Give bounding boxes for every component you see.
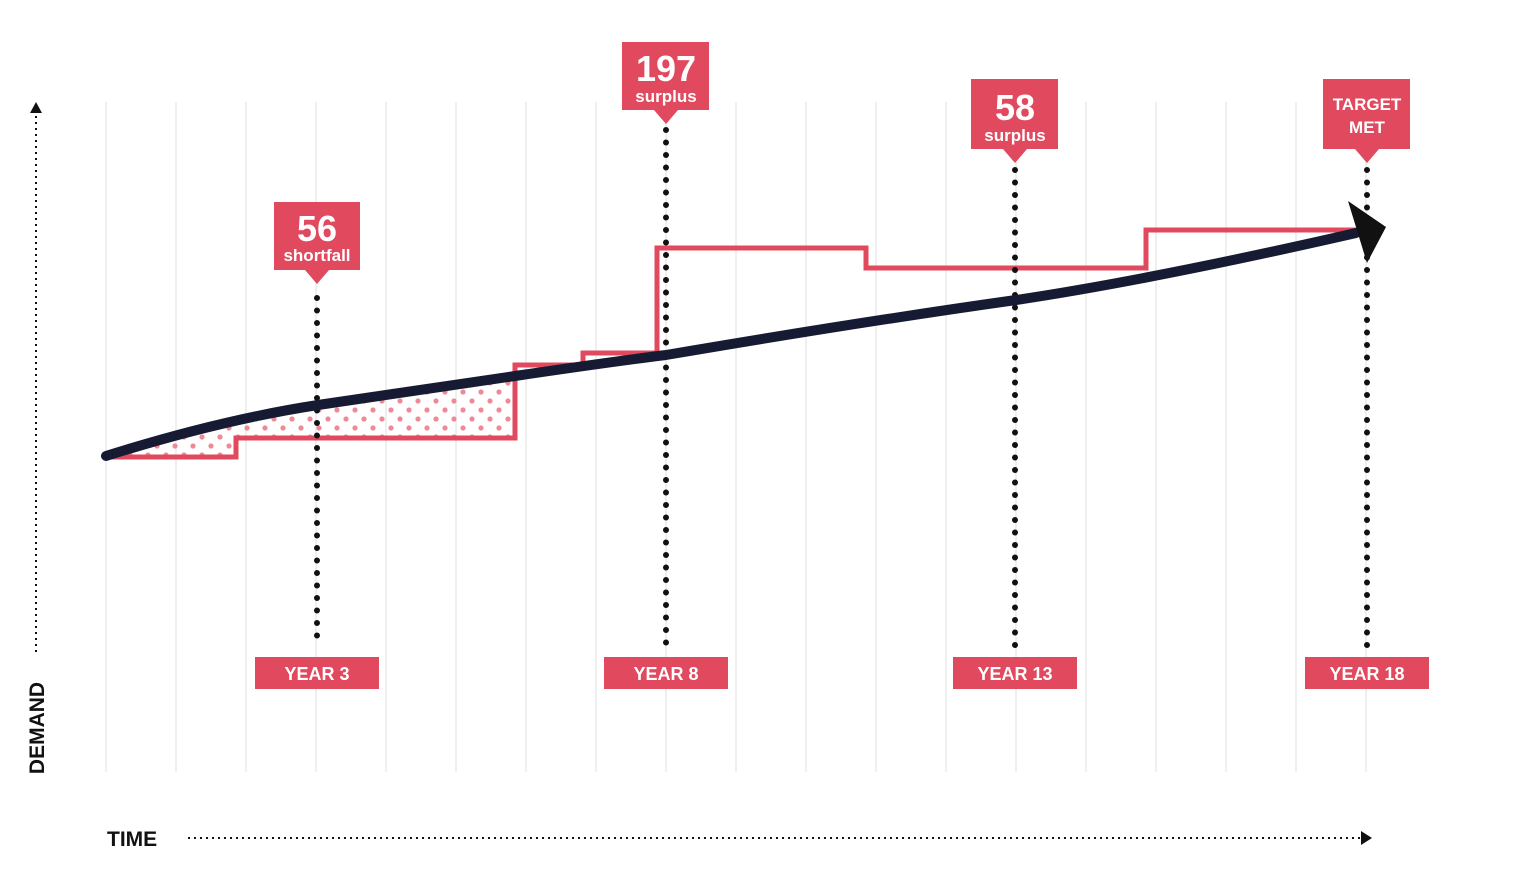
callout-value: 56 — [297, 208, 337, 249]
callout-target-met: TARGET MET — [1323, 79, 1410, 163]
callout-surplus-year-13: 58 surplus — [971, 79, 1058, 163]
callout-value: TARGET — [1333, 95, 1402, 114]
callout-caption: surplus — [984, 126, 1045, 145]
y-axis-label: DEMAND — [26, 682, 49, 774]
demand-curve — [101, 228, 1361, 461]
year-label-text: YEAR 8 — [633, 664, 698, 684]
year-label-18: YEAR 18 — [1305, 657, 1429, 689]
y-axis: DEMAND — [26, 102, 49, 774]
supply-step-line — [106, 227, 1366, 460]
year-label-text: YEAR 13 — [977, 664, 1052, 684]
year-label-text: YEAR 3 — [284, 664, 349, 684]
callout-caption: surplus — [635, 87, 696, 106]
year-label-text: YEAR 18 — [1329, 664, 1404, 684]
x-axis-label: TIME — [107, 828, 157, 851]
marker-dotted-lines — [314, 127, 1370, 651]
x-axis-arrow-icon — [1361, 831, 1372, 845]
year-label-3: YEAR 3 — [255, 657, 379, 689]
year-label-8: YEAR 8 — [604, 657, 728, 689]
callout-surplus-year-8: 197 surplus — [622, 42, 709, 124]
callout-value: 197 — [636, 48, 696, 89]
demand-arrowhead — [1348, 201, 1386, 263]
callout-value: 58 — [995, 87, 1035, 128]
year-label-13: YEAR 13 — [953, 657, 1077, 689]
callout-caption: shortfall — [283, 246, 350, 265]
x-axis: TIME — [107, 828, 1372, 851]
y-axis-arrow-icon — [30, 102, 42, 113]
callout-shortfall-year-3: 56 shortfall — [274, 202, 360, 284]
callout-caption: MET — [1349, 118, 1386, 137]
